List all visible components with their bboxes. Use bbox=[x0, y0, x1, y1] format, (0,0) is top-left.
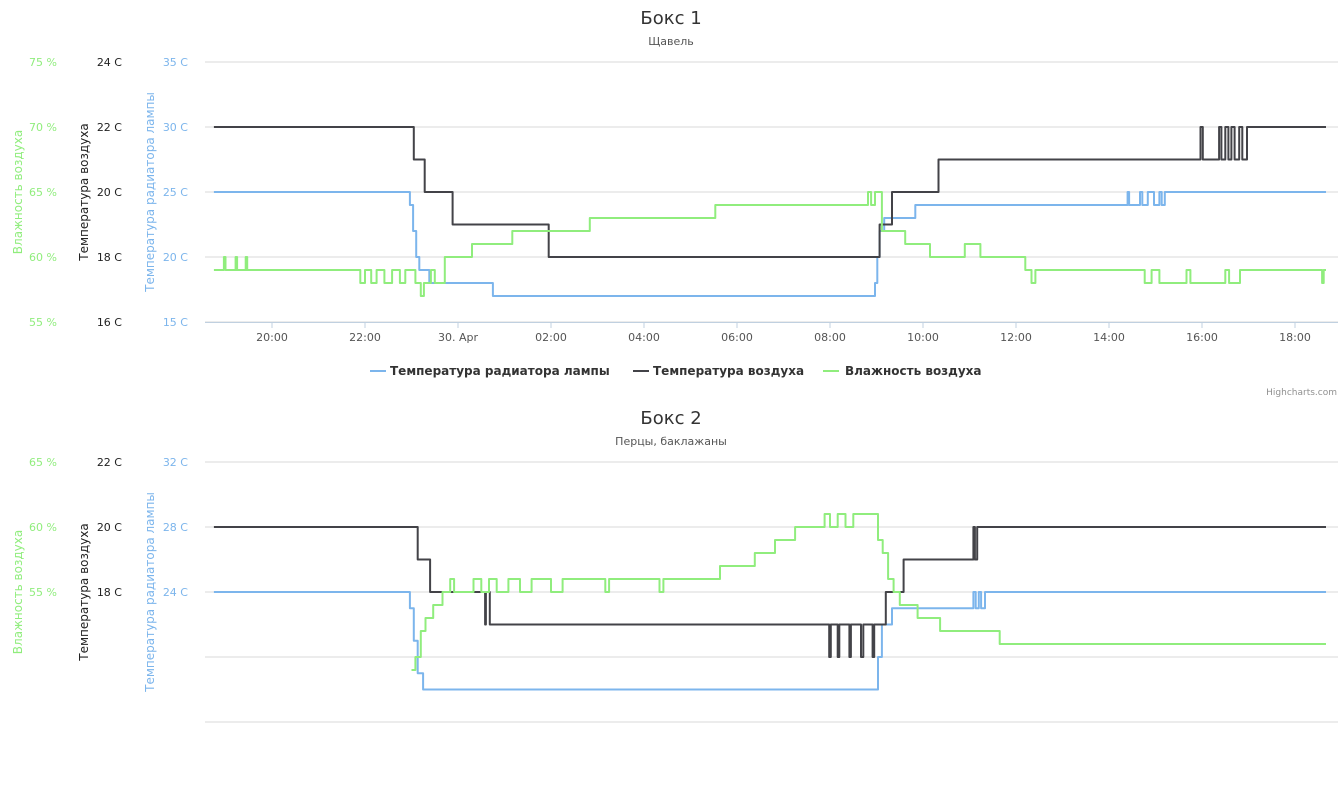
series-line-hum bbox=[213, 191, 1326, 297]
chart-svg: Бокс 2 Перцы, баклажаны 65 % 60 % 55 % Влажно… bbox=[11, 408, 1338, 723]
y-tick-label-hum: 55 % bbox=[29, 586, 57, 599]
y-tick-label-lamp: 30 C bbox=[163, 121, 188, 134]
y-tick-label-air: 16 C bbox=[97, 316, 122, 329]
x-tick-label: 30. Apr bbox=[438, 331, 478, 344]
credits-link: Highcharts.com bbox=[1266, 388, 1337, 398]
y-axis-title-hum: Влажность воздуха bbox=[11, 530, 25, 654]
chart-title: Бокс 2 bbox=[640, 408, 701, 429]
series-line-air bbox=[213, 126, 1326, 258]
chart-title: Бокс 1 bbox=[640, 8, 701, 29]
y-tick-label-lamp: 20 C bbox=[163, 251, 188, 264]
x-tick-label: 10:00 bbox=[907, 331, 939, 344]
y-tick-label-lamp: 32 C bbox=[163, 456, 188, 469]
x-tick-label: 04:00 bbox=[628, 331, 660, 344]
y-axis-title-lamp: Температура радиатора лампы bbox=[143, 492, 157, 693]
y-tick-label-air: 20 C bbox=[97, 186, 122, 199]
y-tick-label-air: 24 C bbox=[97, 56, 122, 69]
legend-label: Влажность воздуха bbox=[845, 364, 982, 378]
y-axis-title-hum: Влажность воздуха bbox=[11, 130, 25, 254]
x-tick-label: 18:00 bbox=[1279, 331, 1311, 344]
series-line-lamp bbox=[213, 191, 1326, 297]
legend-label: Температура радиатора лампы bbox=[390, 364, 610, 378]
y-tick-label-air: 22 C bbox=[97, 121, 122, 134]
legend-label: Температура воздуха bbox=[653, 364, 804, 378]
series-line-lamp bbox=[213, 591, 1326, 691]
chart-svg: Бокс 1 Щавель 75 % 70 % 65 % 60 % 55 % Влажност… bbox=[11, 8, 1338, 398]
chart-box-1: Бокс 1 Щавель 75 % 70 % 65 % 60 % 55 % Влажност… bbox=[0, 0, 1342, 400]
y-tick-label-lamp: 15 C bbox=[163, 316, 188, 329]
legend-item-air[interactable]: Температура воздуха bbox=[633, 364, 804, 378]
chart-box-2: Бокс 2 Перцы, баклажаны 65 % 60 % 55 % Влажно… bbox=[0, 400, 1342, 800]
y-tick-label-air: 18 C bbox=[97, 586, 122, 599]
y-tick-label-hum: 60 % bbox=[29, 251, 57, 264]
x-tick-label: 22:00 bbox=[349, 331, 381, 344]
y-tick-label-lamp: 25 C bbox=[163, 186, 188, 199]
y-tick-label-lamp: 28 C bbox=[163, 521, 188, 534]
x-tick-label: 08:00 bbox=[814, 331, 846, 344]
y-tick-label-hum: 70 % bbox=[29, 121, 57, 134]
legend-item-hum[interactable]: Влажность воздуха bbox=[823, 364, 982, 378]
y-axis-title-air: Температура воздуха bbox=[77, 523, 91, 662]
chart-subtitle: Перцы, баклажаны bbox=[615, 435, 727, 448]
series-line-hum bbox=[411, 513, 1326, 671]
x-tick-label: 12:00 bbox=[1000, 331, 1032, 344]
x-tick-label: 20:00 bbox=[256, 331, 288, 344]
y-tick-label-lamp: 35 C bbox=[163, 56, 188, 69]
legend-item-lamp[interactable]: Температура радиатора лампы bbox=[370, 364, 610, 378]
y-tick-label-hum: 65 % bbox=[29, 456, 57, 469]
y-tick-label-hum: 60 % bbox=[29, 521, 57, 534]
chart-subtitle: Щавель bbox=[648, 35, 694, 48]
y-tick-label-hum: 55 % bbox=[29, 316, 57, 329]
y-tick-label-hum: 65 % bbox=[29, 186, 57, 199]
y-tick-label-air: 20 C bbox=[97, 521, 122, 534]
x-tick-label: 14:00 bbox=[1093, 331, 1125, 344]
y-axis-title-air: Температура воздуха bbox=[77, 123, 91, 262]
y-axis-title-lamp: Температура радиатора лампы bbox=[143, 92, 157, 293]
y-tick-label-hum: 75 % bbox=[29, 56, 57, 69]
x-tick-label: 16:00 bbox=[1186, 331, 1218, 344]
x-tick-label: 06:00 bbox=[721, 331, 753, 344]
x-tick-label: 02:00 bbox=[535, 331, 567, 344]
y-tick-label-lamp: 24 C bbox=[163, 586, 188, 599]
y-tick-label-air: 18 C bbox=[97, 251, 122, 264]
y-tick-label-air: 22 C bbox=[97, 456, 122, 469]
